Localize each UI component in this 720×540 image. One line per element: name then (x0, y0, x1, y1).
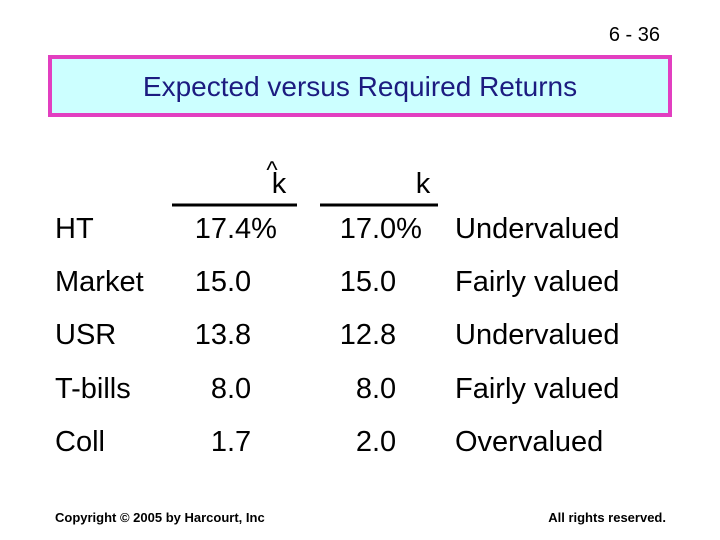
header-hat: ^ (266, 157, 278, 184)
header-symbol: k (416, 168, 431, 200)
valuation: Fairly valued (455, 373, 619, 405)
row-label: USR (55, 319, 116, 351)
header-symbol: k (272, 168, 287, 200)
expected-return: 17.4% (195, 213, 277, 245)
expected-return: 8.0 (211, 373, 251, 405)
expected-return: 15.0 (195, 266, 251, 298)
valuation: Fairly valued (455, 266, 619, 298)
copyright: Copyright © 2005 by Harcourt, Inc (55, 510, 265, 525)
rights: All rights reserved. (548, 510, 666, 525)
expected-return: 1.7 (211, 426, 251, 458)
row-label: Coll (55, 426, 105, 458)
required-return: 15.0 (340, 266, 396, 298)
row-label: HT (55, 213, 94, 245)
valuation: Undervalued (455, 319, 619, 351)
row-label: T-bills (55, 373, 131, 405)
slide-number: 6 - 36 (609, 24, 660, 46)
valuation: Undervalued (455, 213, 619, 245)
expected-return: 13.8 (195, 319, 251, 351)
required-return: 17.0% (340, 213, 422, 245)
row-label: Market (55, 266, 144, 298)
title: Expected versus Required Returns (143, 71, 577, 102)
title-box (48, 55, 672, 117)
required-return: 8.0 (356, 373, 396, 405)
required-return: 12.8 (340, 319, 396, 351)
required-return: 2.0 (356, 426, 396, 458)
valuation: Overvalued (455, 426, 603, 458)
